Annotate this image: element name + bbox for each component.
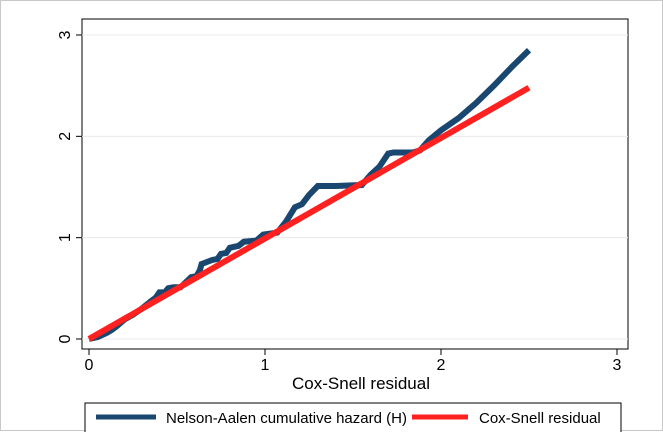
y-tick-label-3: 3	[57, 30, 74, 39]
x-tick-label-1: 1	[261, 357, 270, 374]
legend-label-nelson-aalen: Nelson-Aalen cumulative hazard (H)	[166, 410, 407, 427]
y-tick-label-2: 2	[57, 132, 74, 141]
legend: Nelson-Aalen cumulative hazard (H) Cox-S…	[85, 403, 621, 432]
y-tick-label-1: 1	[57, 233, 74, 242]
y-tick-label-0: 0	[57, 334, 74, 343]
legend-label-cox-snell: Cox-Snell residual	[479, 410, 601, 427]
x-tick-label-3: 3	[613, 357, 622, 374]
x-axis-label: Cox-Snell residual	[292, 374, 430, 393]
x-tick-label-0: 0	[85, 357, 94, 374]
x-tick-label-2: 2	[437, 357, 446, 374]
